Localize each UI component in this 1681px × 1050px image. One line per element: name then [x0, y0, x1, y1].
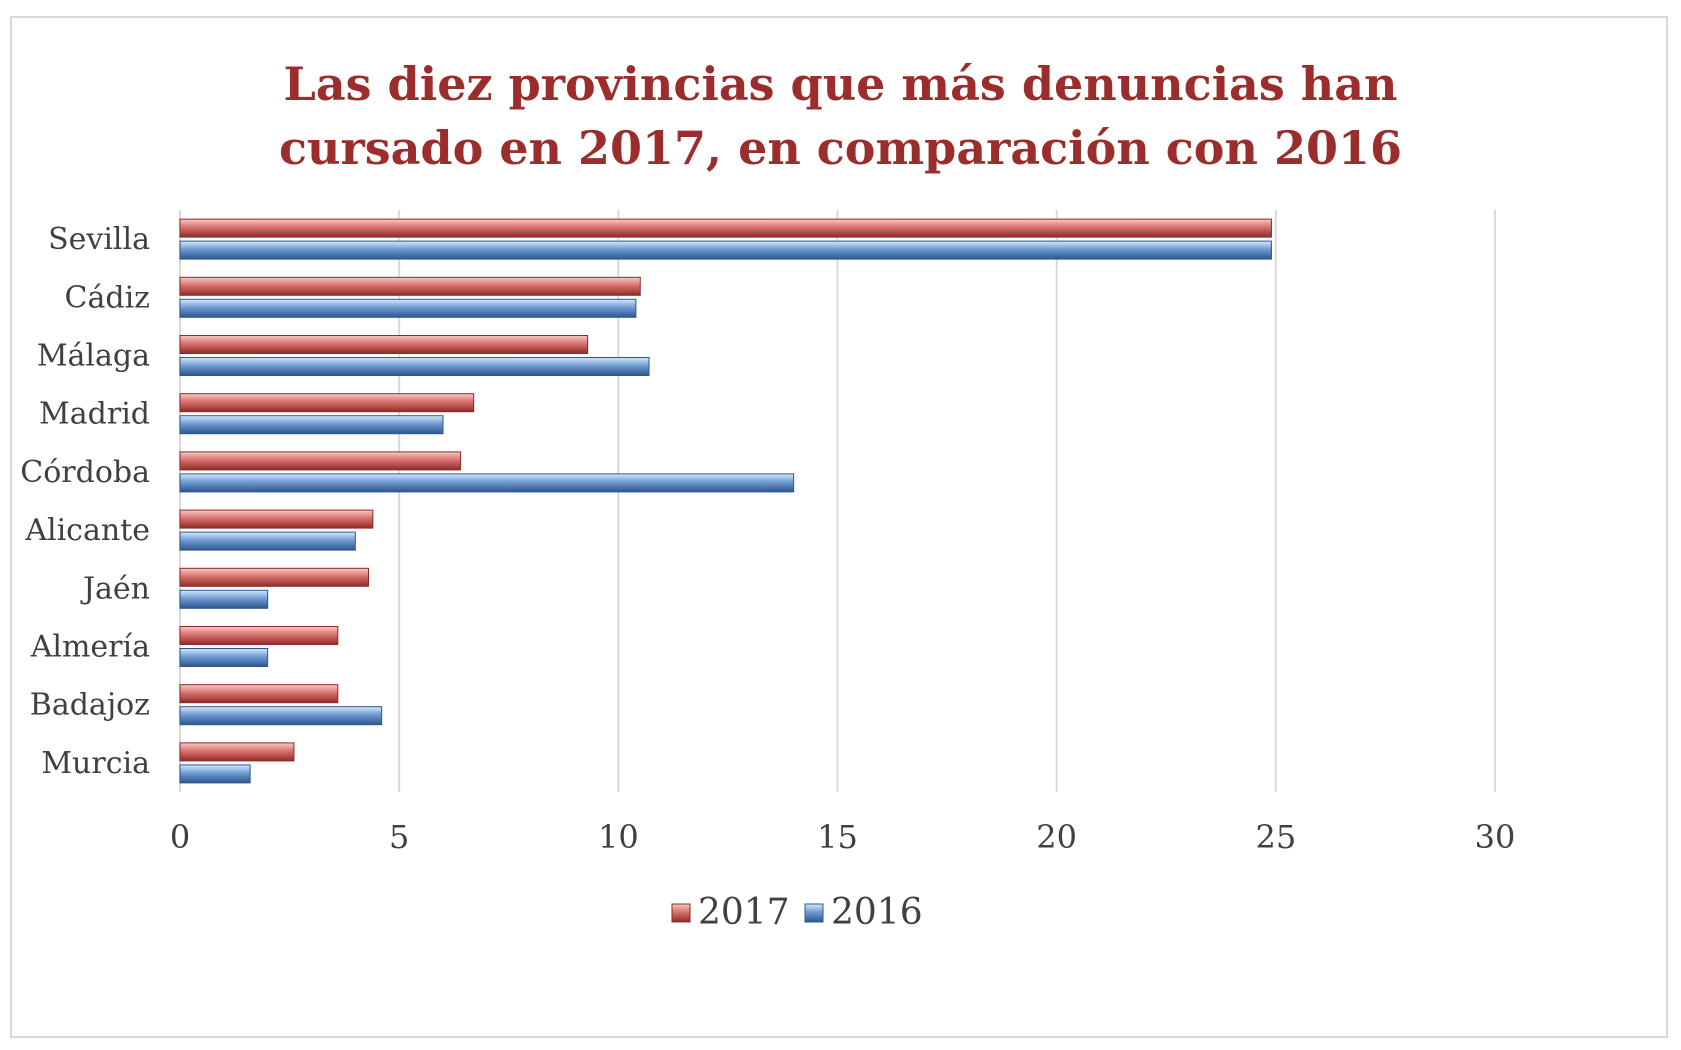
category-label: Alicante — [24, 513, 150, 548]
bar-2016-Madrid — [179, 415, 444, 435]
bar-2017-Málaga — [179, 335, 589, 354]
category-label: Jaén — [80, 571, 150, 606]
category-label: Almería — [30, 630, 150, 665]
bar-2017-Almería — [179, 626, 339, 645]
category-label: Badajoz — [30, 688, 150, 723]
legend-swatch-2017 — [671, 903, 691, 923]
bar-2017-Badajoz — [179, 684, 339, 704]
category-label: Málaga — [37, 339, 150, 374]
x-tick-label: 30 — [1475, 818, 1516, 856]
chart-title-line-1: Las diez provincias que más denuncias ha… — [283, 57, 1398, 111]
bar-2017-Alicante — [179, 509, 374, 529]
bar-2016-Jaén — [179, 589, 269, 609]
bar-2016-Cádiz — [179, 298, 637, 318]
category-label: Cádiz — [65, 280, 150, 315]
chart-title-line-2: cursado en 2017, en comparación con 2016 — [279, 121, 1402, 175]
bar-2016-Córdoba — [179, 473, 795, 493]
x-tick-label: 15 — [817, 818, 858, 856]
category-label: Córdoba — [20, 455, 150, 490]
bar-2016-Sevilla — [179, 240, 1272, 260]
category-label: Murcia — [41, 746, 150, 781]
category-label: Madrid — [39, 397, 150, 432]
legend-swatch-2016 — [804, 903, 824, 923]
bar-2017-Murcia — [179, 742, 295, 762]
x-tick-label: 5 — [389, 818, 409, 856]
x-tick-label: 0 — [170, 818, 190, 856]
x-tick-label: 10 — [598, 818, 639, 856]
bar-2016-Almería — [179, 648, 269, 667]
bar-2017-Madrid — [179, 393, 475, 413]
legend-label-2017: 2017 — [698, 892, 790, 933]
category-label: Sevilla — [48, 222, 150, 257]
grid-layer — [179, 210, 1496, 792]
bars-layer — [179, 218, 1272, 784]
x-tick-label: 25 — [1255, 818, 1296, 856]
x-tick-label: 20 — [1036, 818, 1077, 856]
x-axis-tick-labels: 0 5 10 15 20 25 30 — [170, 818, 1516, 856]
bar-2017-Jaén — [179, 567, 369, 587]
bar-2016-Alicante — [179, 531, 356, 551]
legend: 2017 2016 — [671, 892, 923, 933]
bar-2017-Cádiz — [179, 276, 641, 296]
legend-label-2016: 2016 — [831, 892, 923, 933]
bar-2017-Sevilla — [179, 218, 1272, 238]
bar-2017-Córdoba — [179, 451, 462, 471]
bar-2016-Murcia — [179, 764, 251, 784]
bar-2016-Málaga — [179, 357, 650, 376]
chart-title: Las diez provincias que más denuncias ha… — [0, 52, 1681, 180]
bar-2016-Badajoz — [179, 706, 383, 726]
category-labels: Sevilla Cádiz Málaga Madrid Córdoba Alicante J… — [20, 222, 150, 781]
